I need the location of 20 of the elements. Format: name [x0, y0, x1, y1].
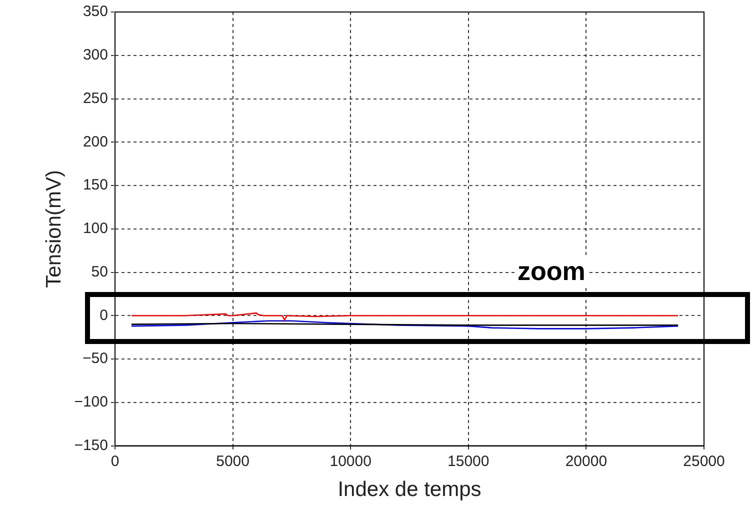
- y-axis-title: Tension(mV): [42, 170, 66, 288]
- y-tick-label: 300: [82, 46, 108, 64]
- x-tick-label: 20000: [565, 452, 608, 470]
- y-tick-label: 350: [82, 3, 108, 20]
- y-tick-label: 100: [82, 220, 108, 238]
- y-tick-label: 200: [82, 133, 108, 150]
- y-tick-label: −50: [82, 350, 108, 368]
- x-tick-label: 25000: [683, 452, 725, 470]
- y-tick-label: 250: [82, 90, 108, 107]
- x-tick-label: 5000: [216, 452, 250, 470]
- x-axis-title: Index de temps: [338, 478, 482, 502]
- y-tick-label: −150: [74, 436, 108, 454]
- y-tick-label: 150: [82, 176, 108, 194]
- x-tick-label: 0: [110, 452, 120, 470]
- y-tick-label: 0: [100, 306, 108, 324]
- x-tick-label: 15000: [448, 452, 490, 470]
- y-tick-label: −100: [74, 394, 108, 411]
- x-tick-label: 10000: [330, 452, 372, 470]
- y-tick-label: 50: [91, 263, 108, 280]
- annotation: zoom: [516, 256, 588, 286]
